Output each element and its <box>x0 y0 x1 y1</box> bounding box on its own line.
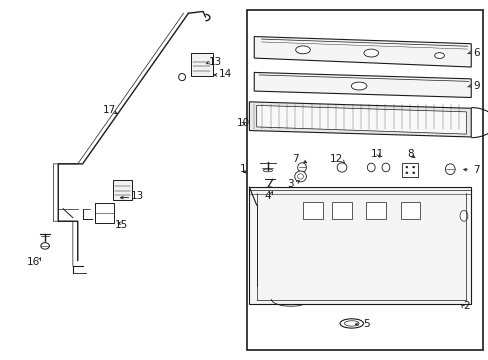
Text: 4: 4 <box>264 191 271 201</box>
Ellipse shape <box>412 172 414 174</box>
Bar <box>190 53 212 76</box>
Ellipse shape <box>294 171 306 182</box>
Ellipse shape <box>363 49 378 57</box>
Ellipse shape <box>297 163 306 172</box>
Ellipse shape <box>405 166 407 168</box>
Bar <box>303 202 322 220</box>
Ellipse shape <box>405 172 407 174</box>
Ellipse shape <box>297 174 303 179</box>
Text: 7: 7 <box>472 165 479 175</box>
Bar <box>331 202 351 220</box>
Ellipse shape <box>336 163 346 172</box>
Text: 10: 10 <box>236 118 249 128</box>
Ellipse shape <box>459 211 467 221</box>
Text: 6: 6 <box>472 48 479 58</box>
Text: 17: 17 <box>102 105 115 115</box>
Ellipse shape <box>178 73 185 81</box>
Polygon shape <box>256 105 466 134</box>
Text: 11: 11 <box>370 149 384 159</box>
Ellipse shape <box>344 321 358 326</box>
Bar <box>113 180 132 200</box>
Text: 2: 2 <box>462 301 468 311</box>
Text: 13: 13 <box>130 191 143 201</box>
Text: 15: 15 <box>115 220 128 230</box>
Text: 5: 5 <box>363 319 369 329</box>
Text: 14: 14 <box>218 69 231 79</box>
Ellipse shape <box>350 82 366 90</box>
Ellipse shape <box>41 243 49 249</box>
Ellipse shape <box>265 187 274 193</box>
Text: 9: 9 <box>472 81 479 91</box>
Bar <box>95 203 114 223</box>
Text: 7: 7 <box>292 154 298 164</box>
Ellipse shape <box>445 164 454 175</box>
Text: 12: 12 <box>329 154 342 164</box>
Text: 3: 3 <box>287 179 294 189</box>
Ellipse shape <box>339 319 363 328</box>
Bar <box>246 10 483 350</box>
Ellipse shape <box>412 166 414 168</box>
Bar <box>400 202 419 220</box>
Text: 16: 16 <box>27 257 41 267</box>
Ellipse shape <box>263 169 272 172</box>
Text: 13: 13 <box>208 57 222 67</box>
Ellipse shape <box>434 53 444 58</box>
Ellipse shape <box>366 163 374 172</box>
Bar <box>402 163 417 177</box>
Text: 1: 1 <box>239 164 246 174</box>
Ellipse shape <box>295 46 310 54</box>
Text: 8: 8 <box>406 149 413 159</box>
Bar <box>366 202 385 220</box>
Polygon shape <box>249 187 470 304</box>
Polygon shape <box>249 102 470 137</box>
Polygon shape <box>254 72 470 98</box>
Ellipse shape <box>381 163 389 172</box>
Polygon shape <box>254 37 470 67</box>
